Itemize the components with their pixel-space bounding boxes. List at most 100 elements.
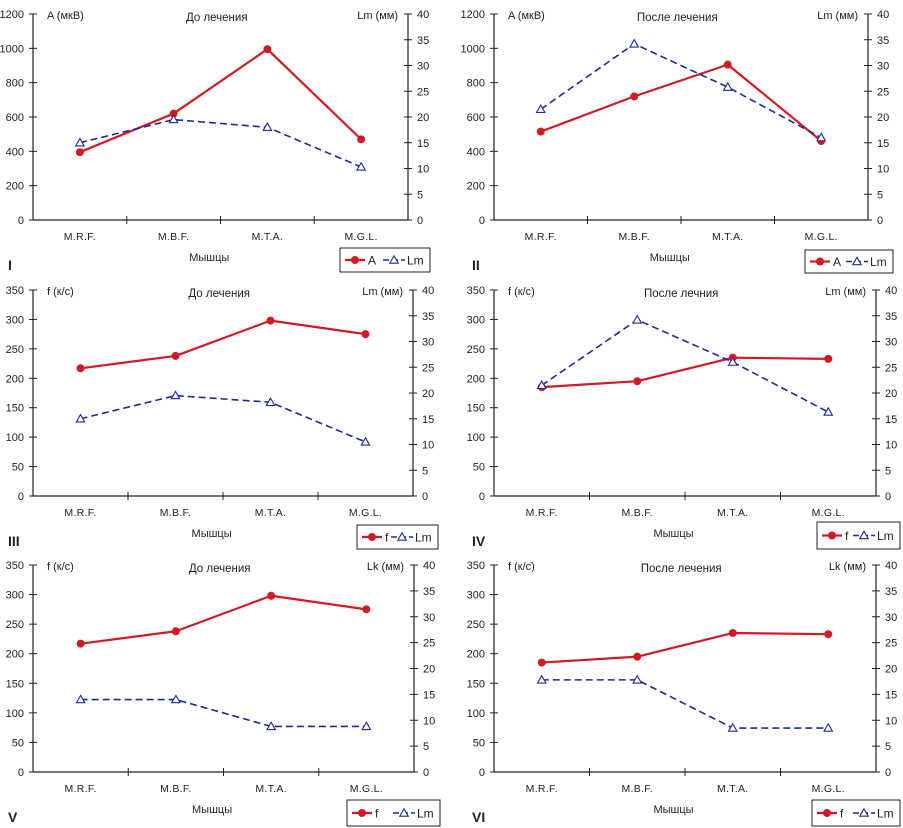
data-point-lm <box>168 114 179 124</box>
y-tick-label-left: 0 <box>18 215 24 227</box>
y-tick-label-right: 20 <box>877 112 889 124</box>
data-point-lm <box>75 413 86 423</box>
y-tick-label-right: 35 <box>423 586 435 598</box>
y-axis-title-right: Lk (мм) <box>367 561 404 573</box>
y-axis-title-right: Lm (мм) <box>362 286 403 298</box>
data-point-f <box>171 351 180 360</box>
x-tick-label: M.B.F. <box>160 783 192 795</box>
series-line-a <box>79 48 362 154</box>
y-tick-label-left: 1200 <box>0 9 24 21</box>
y-axis-title-right: Lk (мм) <box>829 561 866 573</box>
data-point-lm <box>265 396 276 406</box>
y-axis-title-left: A (мкВ) <box>508 10 545 22</box>
y-tick-label-right: 20 <box>885 388 897 400</box>
data-point-a <box>536 127 545 136</box>
data-point-lm <box>74 137 86 147</box>
series-line-f <box>541 356 829 389</box>
y-tick-label-left: 800 <box>6 78 24 90</box>
legend-label: Lm <box>877 529 894 543</box>
y-tick-label-right: 15 <box>423 689 435 701</box>
y-tick-label-right: 15 <box>422 414 434 426</box>
legend-marker-circle-icon <box>828 531 837 540</box>
data-point-lm <box>536 379 547 389</box>
y-tick-label-left: 100 <box>467 432 485 444</box>
y-axis-title-right: Lm (мм) <box>825 286 866 298</box>
x-tick-label: M.B.F. <box>621 507 653 519</box>
legend-label: f <box>385 531 389 545</box>
chart-title: До лечения <box>186 12 248 24</box>
x-axis-title: Мышцы <box>192 804 232 816</box>
y-tick-label-right: 35 <box>417 35 429 47</box>
y-axis-title-right: Lm (мм) <box>817 10 858 22</box>
data-point-lm <box>536 674 547 684</box>
chart-title: После лечения <box>641 563 722 575</box>
series-a <box>75 45 366 157</box>
y-tick-label-right: 20 <box>417 112 429 124</box>
y-axis-title-left: A (мкВ) <box>47 10 84 22</box>
data-point-f <box>266 316 275 325</box>
y-tick-label-right: 30 <box>885 337 897 349</box>
y-tick-label-right: 30 <box>885 612 897 624</box>
x-tick-label: M.R.F. <box>525 231 557 243</box>
y-tick-label-left: 50 <box>473 462 485 474</box>
legend-label: f <box>840 807 844 821</box>
legend-label: f <box>375 807 379 821</box>
y-tick-label-right: 30 <box>417 61 429 73</box>
y-tick-label-left: 150 <box>6 403 24 415</box>
data-point-f <box>361 330 370 339</box>
series-line-lm <box>80 698 367 728</box>
x-tick-label: M.G.L. <box>349 507 382 519</box>
x-tick-label: M.G.L. <box>812 507 845 519</box>
x-axis-title: Мышцы <box>192 528 232 540</box>
legend-marker-circle-icon <box>367 533 376 542</box>
y-tick-label-left: 200 <box>6 649 24 661</box>
y-tick-label-left: 300 <box>467 314 485 326</box>
y-tick-label-left: 200 <box>467 649 485 661</box>
data-point-lm <box>170 694 182 704</box>
series-line-f <box>541 631 829 664</box>
y-tick-label-right: 0 <box>422 491 428 503</box>
series-lm <box>75 390 371 446</box>
y-tick-label-right: 10 <box>417 164 429 176</box>
y-tick-label-right: 20 <box>885 664 897 676</box>
data-point-lm <box>823 406 834 416</box>
y-tick-label-left: 350 <box>467 560 485 572</box>
x-tick-label: M.G.L. <box>344 231 377 243</box>
series-lm <box>536 314 834 416</box>
legend-marker-circle-icon <box>816 257 825 266</box>
legend: f Lm <box>816 521 901 550</box>
series-line-lm <box>79 118 362 168</box>
y-tick-label-left: 100 <box>6 432 24 444</box>
legend-label: A <box>833 255 841 269</box>
data-point-lm <box>75 694 86 704</box>
x-tick-label: M.B.F. <box>160 507 192 519</box>
y-tick-label-right: 40 <box>885 560 897 572</box>
y-tick-label-left: 400 <box>6 146 24 158</box>
legend: A Lm <box>339 247 431 273</box>
legend-marker-circle-icon <box>350 255 359 264</box>
data-point-lm <box>816 132 827 142</box>
y-axis-title-left: f (к/с) <box>47 286 74 298</box>
x-axis-title: Мышцы <box>189 252 229 264</box>
y-tick-label-left: 100 <box>467 708 485 720</box>
y-tick-label-right: 25 <box>422 362 434 374</box>
data-point-f <box>633 652 642 661</box>
x-tick-label: M.G.L. <box>805 231 838 243</box>
legend-marker-triangle-icon <box>851 256 863 266</box>
data-point-lm <box>262 121 273 131</box>
y-tick-label-left: 300 <box>467 590 485 602</box>
x-tick-label: M.R.F. <box>65 783 97 795</box>
series-line-lm <box>80 394 366 443</box>
series-a <box>536 60 826 146</box>
y-tick-label-left: 800 <box>467 78 485 90</box>
y-tick-label-right: 15 <box>877 138 889 150</box>
data-point-lm <box>727 356 738 366</box>
series-f <box>76 316 370 373</box>
panel-label: V <box>8 809 18 825</box>
data-point-f <box>76 364 85 373</box>
legend-marker-triangle-icon <box>858 530 870 540</box>
y-tick-label-right: 25 <box>423 638 435 650</box>
data-point-lm <box>355 161 367 171</box>
y-tick-label-left: 600 <box>6 112 24 124</box>
series-lm <box>535 38 827 142</box>
